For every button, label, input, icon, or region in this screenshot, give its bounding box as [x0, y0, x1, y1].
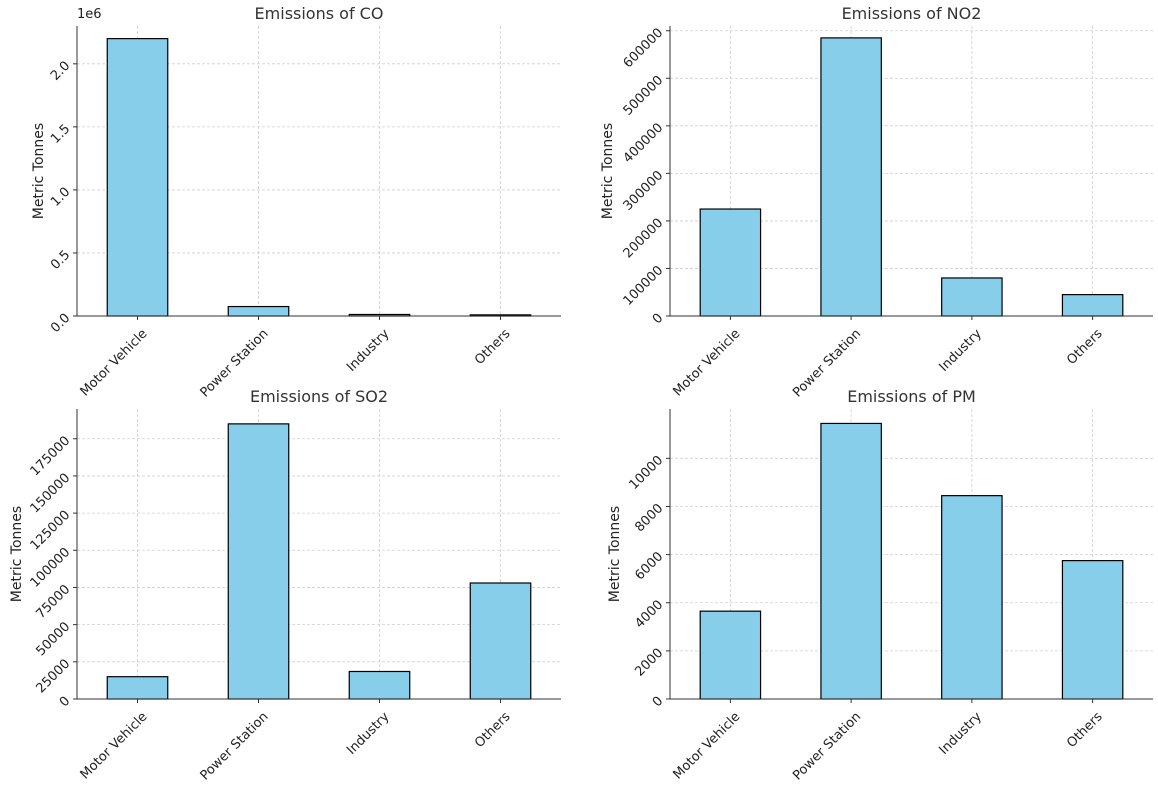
- co-y-offset-label: 1e6: [77, 7, 102, 22]
- pm-chart-title: Emissions of PM: [847, 387, 976, 406]
- so2-category-label-industry: Industry: [344, 709, 393, 758]
- pm-y-axis-label: Metric Tonnes: [607, 506, 623, 602]
- pm-y-tick-label: 10000: [626, 453, 666, 493]
- so2-y-tick-label: 50000: [33, 619, 73, 659]
- pm-category-label-others: Others: [1064, 709, 1106, 751]
- no2-y-tick-label: 400000: [621, 121, 667, 167]
- no2-y-tick-label: 300000: [621, 168, 667, 214]
- co-bar-power-station: [227, 305, 290, 317]
- no2-bar-motor-vehicle: [699, 208, 762, 317]
- co-y-tick-label: 1.0: [48, 185, 73, 210]
- so2-bar-industry: [348, 670, 411, 700]
- no2-y-axis-label: Metric Tonnes: [600, 123, 616, 219]
- pm-category-label-power-station: Power Station: [790, 709, 864, 783]
- pm-y-tick-label: 4000: [632, 597, 666, 631]
- pm-y-tick-label: 0: [650, 694, 666, 710]
- so2-chart-title: Emissions of SO2: [250, 387, 388, 406]
- pm-bar-others: [1061, 560, 1124, 700]
- so2-y-tick-label: 125000: [28, 508, 74, 554]
- co-category-label-industry: Industry: [344, 326, 393, 375]
- so2-y-tick-label: 0: [57, 694, 73, 710]
- pm-category-label-industry: Industry: [936, 709, 985, 758]
- no2-y-tick-label: 500000: [621, 73, 667, 119]
- so2-bar-power-station: [227, 423, 290, 700]
- co-y-tick-label: 2.0: [48, 59, 73, 84]
- co-category-label-others: Others: [472, 326, 514, 368]
- so2-category-label-power-station: Power Station: [198, 709, 272, 783]
- pm-category-label-motor-vehicle: Motor Vehicle: [670, 709, 743, 782]
- no2-y-tick-label: 200000: [621, 216, 667, 262]
- co-y-tick-label: 1.5: [48, 122, 73, 147]
- so2-bar-motor-vehicle: [106, 676, 169, 700]
- no2-bar-power-station: [820, 37, 882, 317]
- pm-bar-motor-vehicle: [699, 610, 762, 700]
- so2-y-tick-label: 175000: [28, 433, 74, 479]
- pm-y-tick-label: 2000: [632, 646, 666, 680]
- pm-bar-power-station: [820, 422, 882, 700]
- so2-y-tick-label: 100000: [28, 545, 74, 591]
- no2-category-label-others: Others: [1064, 326, 1106, 368]
- so2-y-tick-label: 150000: [28, 471, 74, 517]
- no2-y-tick-label: 600000: [621, 25, 667, 71]
- so2-category-label-others: Others: [472, 709, 514, 751]
- no2-y-tick-label: 100000: [621, 263, 667, 309]
- pm-bar-industry: [941, 495, 1003, 700]
- no2-bar-others: [1061, 294, 1124, 317]
- pm-y-tick-label: 8000: [632, 501, 666, 535]
- no2-category-label-industry: Industry: [936, 326, 985, 375]
- co-y-tick-label: 0.5: [48, 248, 73, 273]
- pm-y-tick-label: 6000: [632, 549, 666, 583]
- co-category-label-motor-vehicle: Motor Vehicle: [78, 326, 151, 399]
- co-bar-motor-vehicle: [106, 38, 169, 317]
- no2-category-label-motor-vehicle: Motor Vehicle: [670, 326, 743, 399]
- no2-bar-industry: [941, 277, 1003, 317]
- co-y-tick-label: 0.0: [48, 311, 73, 336]
- so2-bar-others: [469, 582, 532, 700]
- so2-category-label-motor-vehicle: Motor Vehicle: [78, 709, 151, 782]
- co-y-axis-label: Metric Tonnes: [31, 123, 47, 219]
- chart-so2: 0250005000075000100000125000150000175000…: [9, 387, 561, 783]
- no2-y-tick-label: 0: [650, 311, 666, 327]
- so2-y-tick-label: 25000: [33, 657, 73, 697]
- chart-pm: 0 2000 4000 6000 8000 10000 Motor Vehicle Power…: [607, 387, 1153, 783]
- no2-chart-title: Emissions of NO2: [842, 4, 982, 23]
- so2-y-axis-label: Metric Tonnes: [9, 506, 25, 602]
- co-chart-title: Emissions of CO: [255, 4, 384, 23]
